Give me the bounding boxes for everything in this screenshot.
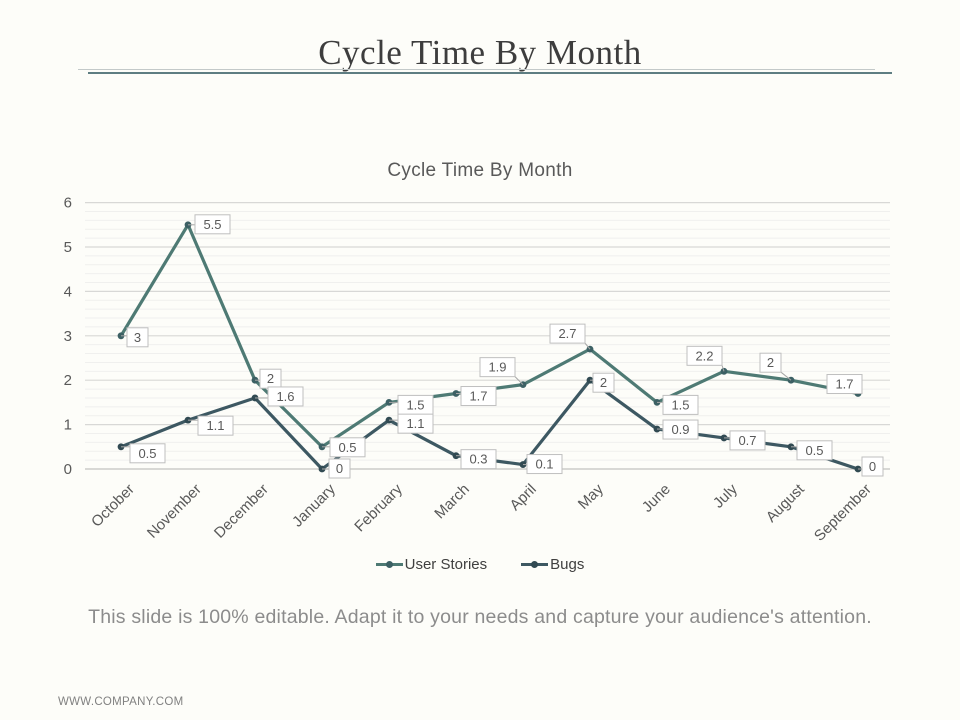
x-axis-label: October [88, 481, 138, 531]
data-label-box [592, 372, 615, 393]
data-label-value: 1.1 [206, 418, 224, 433]
data-label-box [397, 413, 434, 434]
data-label-box [729, 430, 766, 451]
x-axis-labels: October November December January February Ma… [88, 480, 875, 544]
data-label-value: 1.1 [406, 416, 424, 431]
x-axis-label: June [639, 481, 674, 516]
slide-title: Cycle Time By Month [318, 33, 642, 73]
data-label-box [826, 374, 863, 395]
data-label-value: 0.5 [338, 440, 356, 455]
data-label-value: 1.5 [406, 397, 424, 412]
data-labels-bugs: 0.5 1.1 1.6 0 1.1 0.3 0.1 2 0.9 0.7 0.5 0 [121, 372, 884, 479]
data-label-value: 0.5 [138, 446, 156, 461]
data-label-box [662, 419, 699, 440]
x-axis-label: September [811, 481, 875, 545]
data-label-box [662, 394, 699, 415]
y-tick-label: 1 [64, 417, 72, 434]
data-label-box [328, 458, 351, 479]
y-tick-label: 2 [64, 372, 72, 389]
data-label-box [194, 214, 231, 235]
x-axis-label: August [763, 480, 809, 526]
x-axis-label: July [710, 480, 741, 511]
data-label-value: 0 [336, 461, 343, 476]
data-label-value: 0.3 [469, 452, 487, 467]
data-label-box [329, 437, 366, 458]
data-label-box [759, 352, 782, 373]
data-label-box [460, 386, 497, 407]
data-label-box [796, 440, 833, 461]
legend-label-user-stories: User Stories [404, 556, 488, 573]
data-label-value: 1.7 [835, 377, 853, 392]
x-axis-label: December [211, 481, 272, 542]
data-label-box [549, 323, 586, 344]
data-label-value: 3 [134, 330, 141, 345]
data-label-value: 1.5 [671, 397, 689, 412]
caption-text: This slide is 100% editable. Adapt it to… [88, 606, 872, 628]
title-rule-accent [88, 72, 892, 74]
data-labels-user-stories: 35.520.51.51.71.92.71.52.2 21.7 [121, 214, 863, 458]
y-tick-label: 5 [64, 239, 72, 256]
legend-marker-bugs-icon [521, 560, 549, 569]
data-label-box [126, 327, 149, 348]
data-label-box [526, 454, 563, 475]
data-label-value: 2 [267, 371, 274, 386]
y-tick-label: 0 [64, 461, 72, 478]
data-label-value: 1.6 [276, 389, 294, 404]
y-tick-label: 6 [64, 195, 72, 212]
data-label-value: 1.9 [488, 360, 506, 375]
legend-label-bugs: Bugs [550, 556, 585, 573]
data-point-marker [720, 367, 728, 375]
data-label-value: 5.5 [203, 217, 221, 232]
chart-legend: User Stories Bugs [55, 556, 905, 573]
data-label-value: 2.2 [695, 348, 713, 363]
y-axis-labels: 0 1 2 3 4 5 6 [64, 195, 72, 478]
data-label-value: 0 [869, 459, 876, 474]
legend-item-user-stories: User Stories [375, 556, 488, 573]
data-label-box [686, 345, 723, 366]
data-label-box [861, 456, 884, 477]
data-label-box [197, 415, 234, 436]
x-axis-label: February [351, 480, 406, 535]
y-tick-label: 3 [64, 328, 72, 345]
legend-marker-user-stories-icon [375, 560, 403, 569]
legend-item-bugs: Bugs [521, 556, 584, 573]
cycle-time-chart: 0 1 2 3 4 5 6 October November December January Feb… [64, 195, 890, 545]
footer-url: WWW.COMPANY.COM [58, 696, 184, 708]
x-axis-label: January [289, 480, 339, 530]
title-rule-light [78, 69, 875, 70]
data-label-value: 0.9 [671, 422, 689, 437]
data-label-value: 0.5 [805, 443, 823, 458]
data-label-box [479, 357, 516, 378]
data-label-box [460, 449, 497, 470]
data-label-box [267, 386, 304, 407]
y-tick-label: 4 [64, 283, 72, 300]
data-label-value: 2 [600, 375, 607, 390]
data-label-value: 0.7 [738, 433, 756, 448]
data-label-box [129, 443, 166, 464]
data-label-value: 0.1 [535, 457, 553, 472]
x-axis-label: April [507, 481, 540, 514]
data-label-value: 2.7 [558, 326, 576, 341]
x-axis-label: March [431, 481, 472, 522]
data-label-value: 2 [767, 355, 774, 370]
x-axis-label: May [575, 480, 607, 512]
data-label-value: 1.7 [469, 389, 487, 404]
x-axis-label: November [144, 481, 205, 542]
